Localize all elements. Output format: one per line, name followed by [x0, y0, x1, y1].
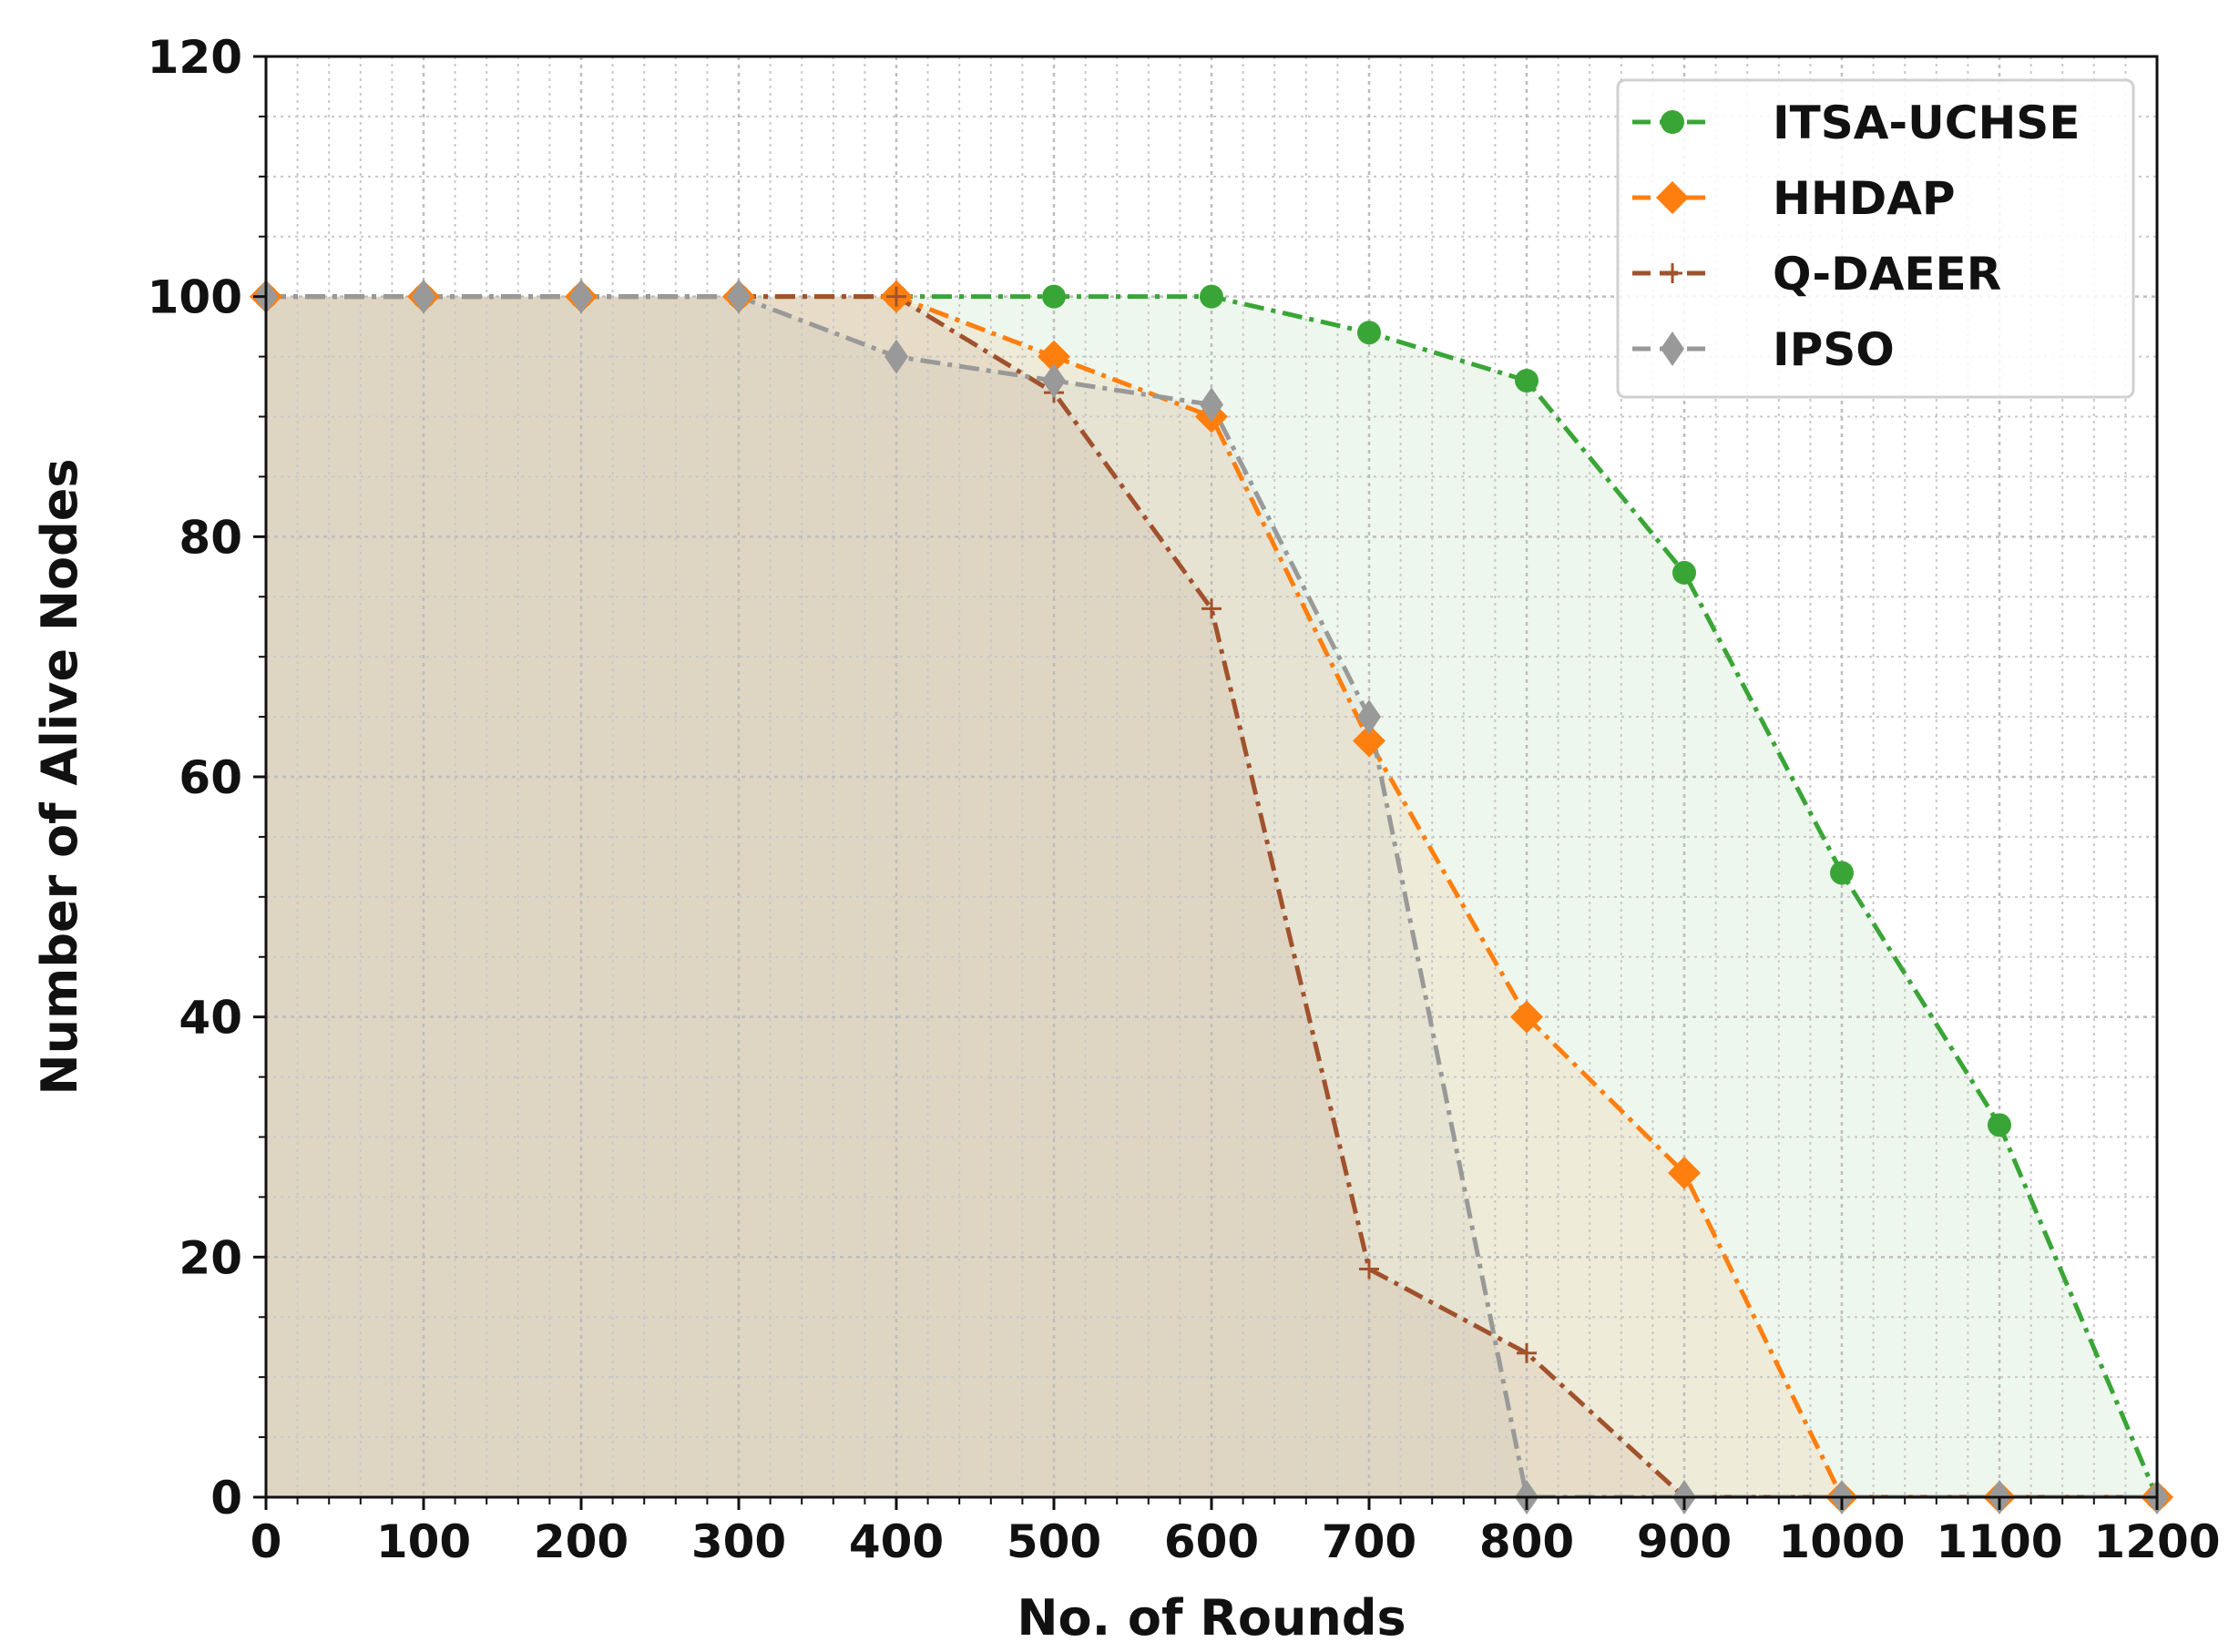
y-tick-label: 120 [148, 31, 242, 84]
axis-ticks [253, 55, 2159, 1510]
data-point-itsa-uchse [1830, 861, 1854, 885]
data-point-itsa-uchse [1672, 560, 1696, 585]
data-point-ipso [1357, 699, 1381, 735]
data-point-itsa-uchse [1357, 321, 1381, 345]
legend-marker-q-daeer [1662, 263, 1682, 283]
x-tick-label: 1100 [1936, 1515, 2062, 1568]
y-tick-label: 0 [210, 1472, 242, 1525]
y-tick-label: 80 [179, 511, 242, 564]
legend-marker-ipso [1661, 331, 1684, 366]
data-point-ipso [727, 279, 751, 314]
data-point-q-daeer [1517, 1342, 1537, 1363]
data-point-hhdap [1668, 1157, 1701, 1190]
legend-label-q-daeer: Q-DAEER [1773, 248, 2001, 301]
x-tick-label: 300 [691, 1515, 786, 1568]
data-point-itsa-uchse [1515, 368, 1539, 393]
x-tick-label: 700 [1322, 1515, 1416, 1568]
data-point-hhdap [1038, 340, 1070, 373]
x-tick-labels: 0 100 200 300 400 500 600 700 800 900 1000 1100 1200 [250, 1515, 2221, 1568]
data-point-ipso [569, 279, 593, 314]
legend-marker-itsa-uchse [1661, 110, 1684, 134]
x-axis-title: No. of Rounds [1017, 1589, 1406, 1647]
x-tick-label: 0 [250, 1515, 282, 1568]
x-tick-label: 200 [534, 1515, 629, 1568]
y-axis-title: Number of Alive Nodes [31, 458, 88, 1095]
data-point-itsa-uchse [1042, 284, 1066, 309]
legend: ITSA-UCHSE HHDAP Q-DAEER IPSO [1616, 78, 2135, 399]
y-tick-label: 20 [179, 1231, 242, 1284]
x-tick-label: 600 [1164, 1515, 1259, 1568]
legend-marker-hhdap [1656, 181, 1689, 214]
y-tick-labels: 0 20 40 60 80 100 120 [148, 31, 242, 1525]
legend-label-hhdap: HHDAP [1773, 172, 1956, 225]
legend-label-itsa-uchse: ITSA-UCHSE [1773, 97, 2080, 149]
data-point-hhdap [1510, 1000, 1543, 1034]
data-point-ipso [884, 339, 908, 374]
data-point-ipso [1042, 362, 1066, 398]
data-point-ipso [412, 279, 435, 314]
x-tick-label: 900 [1637, 1515, 1732, 1568]
x-tick-label: 400 [849, 1515, 944, 1568]
data-point-ipso [1200, 387, 1223, 423]
data-point-q-daeer [1359, 1259, 1379, 1280]
x-tick-label: 1200 [2093, 1515, 2220, 1568]
x-tick-label: 1000 [1778, 1515, 1905, 1568]
x-tick-label: 500 [1007, 1515, 1101, 1568]
data-point-hhdap [1353, 724, 1385, 758]
data-point-q-daeer [886, 286, 906, 307]
y-tick-label: 60 [179, 751, 242, 804]
data-point-itsa-uchse [1200, 284, 1223, 309]
x-tick-label: 100 [376, 1515, 471, 1568]
legend-box [1616, 78, 2135, 399]
data-point-itsa-uchse [1988, 1113, 2011, 1137]
y-tick-label: 40 [179, 992, 242, 1045]
legend-label-ipso: IPSO [1773, 323, 1895, 376]
data-point-q-daeer [1201, 598, 1222, 619]
x-tick-label: 800 [1479, 1515, 1574, 1568]
y-tick-label: 100 [148, 271, 242, 324]
